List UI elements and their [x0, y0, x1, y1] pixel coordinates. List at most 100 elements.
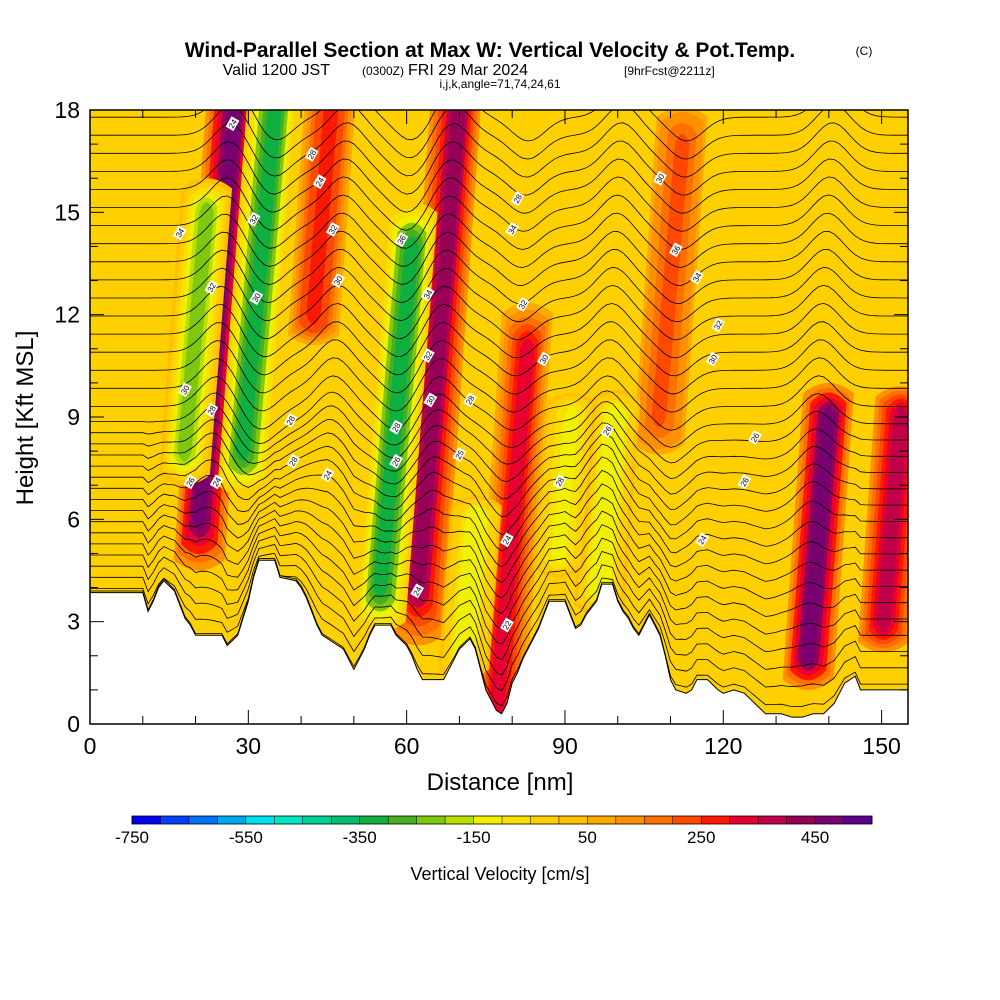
contour-label-bg-38 — [695, 532, 710, 548]
colorbar-swatch-9 — [388, 816, 418, 824]
colorbar-swatch-16 — [587, 816, 617, 824]
contour-label-bg-13 — [515, 296, 530, 312]
x-tick-label-120: 120 — [704, 733, 742, 759]
contour-label-bg-25 — [463, 392, 477, 408]
contour-label-35: 26 — [183, 474, 198, 490]
theta-contour-18 — [90, 357, 908, 413]
colorbar-swatch-5 — [274, 816, 304, 824]
theta-contour-31 — [90, 122, 908, 178]
index-label: i,j,k,angle=71,74,24,61 — [439, 77, 560, 91]
theta-contour-24 — [90, 248, 908, 305]
theta-contour-10 — [90, 456, 908, 552]
contour-label-18: 32 — [711, 317, 725, 333]
contour-label-bg-15 — [653, 170, 667, 186]
theta-contour-22 — [90, 284, 908, 341]
theta-contour-26 — [90, 212, 908, 268]
colorbar-swatch-20 — [701, 816, 731, 824]
contour-label-38: 24 — [695, 532, 710, 548]
contour-label-bg-7 — [204, 279, 219, 295]
colorbar-swatch-11 — [445, 816, 475, 824]
copyright-mark: (C) — [856, 44, 873, 58]
colorbar-label-450: 450 — [801, 828, 829, 847]
contour-label-bg-2 — [312, 174, 327, 190]
contour-label-2: 24 — [312, 174, 327, 190]
contour-label-4: 32 — [246, 211, 261, 227]
theta-contour-14 — [90, 411, 908, 483]
downdraft-band-7-5 — [235, 110, 282, 462]
contour-label-16: 36 — [668, 242, 683, 258]
contour-label-14: 30 — [536, 351, 551, 367]
colorbar-label-50: 50 — [578, 828, 597, 847]
theta-contour-3 — [90, 544, 908, 661]
y-tick-label-0: 0 — [67, 711, 80, 737]
y-axis-label: Height [Kft MSL] — [12, 331, 39, 506]
contour-label-bg-32 — [389, 453, 403, 469]
contour-label-bg-40 — [500, 617, 514, 633]
contour-label-20: 32 — [420, 348, 435, 364]
colorbar-label--550: -550 — [229, 828, 263, 847]
updraft-band-4-5 — [651, 133, 690, 428]
contour-label-17: 34 — [690, 269, 704, 285]
colorbar-swatch-18 — [644, 816, 674, 824]
potential-temperature-contours — [90, 110, 908, 708]
colorbar-label--150: -150 — [457, 828, 491, 847]
contour-label-8: 30 — [249, 290, 264, 306]
contour-label-bg-18 — [711, 317, 725, 333]
contour-label-bg-19 — [705, 351, 720, 367]
y-tick-label-9: 9 — [67, 404, 80, 430]
contour-label-bg-29 — [748, 430, 762, 445]
y-tick-label-15: 15 — [54, 199, 80, 225]
contour-label-bg-17 — [690, 269, 704, 285]
forecast-label: [9hrFcst@2211z] — [624, 64, 715, 78]
contour-label-bg-35 — [183, 474, 198, 490]
contour-label-bg-26 — [389, 419, 403, 435]
contour-label-21: 30 — [178, 382, 192, 398]
theta-contour-0 — [90, 558, 908, 708]
contour-label-1: 28 — [304, 146, 319, 162]
y-tick-label-3: 3 — [67, 609, 80, 635]
contour-label-bg-12 — [505, 221, 520, 237]
colorbar-title: Vertical Velocity [cm/s] — [410, 864, 589, 884]
x-tick-label-0: 0 — [84, 733, 97, 759]
x-tick-label-150: 150 — [862, 733, 900, 759]
contour-label-13: 32 — [515, 296, 530, 312]
contour-label-32: 26 — [389, 453, 403, 469]
theta-contour-5 — [90, 524, 908, 630]
colorbar-label-250: 250 — [687, 828, 715, 847]
updraft-band-2-5 — [489, 338, 535, 718]
theta-contour-29 — [90, 158, 908, 214]
contour-label-bg-30 — [286, 453, 301, 469]
x-axis: 0 30 60 90 120 150 — [84, 110, 901, 759]
contour-label-bg-14 — [536, 351, 551, 367]
contour-label-24: 30 — [423, 392, 438, 408]
theta-contour-11 — [90, 443, 908, 536]
colorbar-swatch-15 — [558, 816, 588, 824]
theta-contour-1 — [90, 558, 908, 692]
colorbar-swatch-21 — [729, 816, 759, 824]
x-tick-label-60: 60 — [394, 733, 420, 759]
contour-label-bg-5 — [325, 221, 340, 237]
contour-label-33: 28 — [552, 474, 567, 490]
contour-label-6: 36 — [394, 232, 409, 248]
contour-label-5: 32 — [325, 221, 340, 237]
contour-label-0: 24 — [225, 116, 240, 132]
colorbar-swatch-10 — [416, 816, 446, 824]
colorbar-swatch-19 — [672, 816, 702, 824]
contour-label-12: 34 — [505, 221, 520, 237]
vertical-velocity-shading — [159, 110, 908, 724]
contour-label-bg-0 — [225, 116, 240, 132]
contour-label-bg-4 — [246, 211, 261, 227]
contour-label-bg-39 — [410, 583, 425, 599]
colorbar-swatch-3 — [217, 816, 247, 824]
contour-label-30: 28 — [286, 453, 301, 469]
theta-contour-27 — [90, 194, 908, 250]
contour-label-10: 34 — [420, 286, 435, 302]
colorbar-swatch-12 — [473, 816, 503, 824]
y-tick-label-12: 12 — [54, 302, 80, 328]
contour-label-bg-16 — [668, 242, 683, 258]
valid-time: Valid 1200 JST — [223, 62, 331, 79]
theta-contour-16 — [90, 390, 908, 448]
contour-label-bg-24 — [423, 392, 438, 408]
